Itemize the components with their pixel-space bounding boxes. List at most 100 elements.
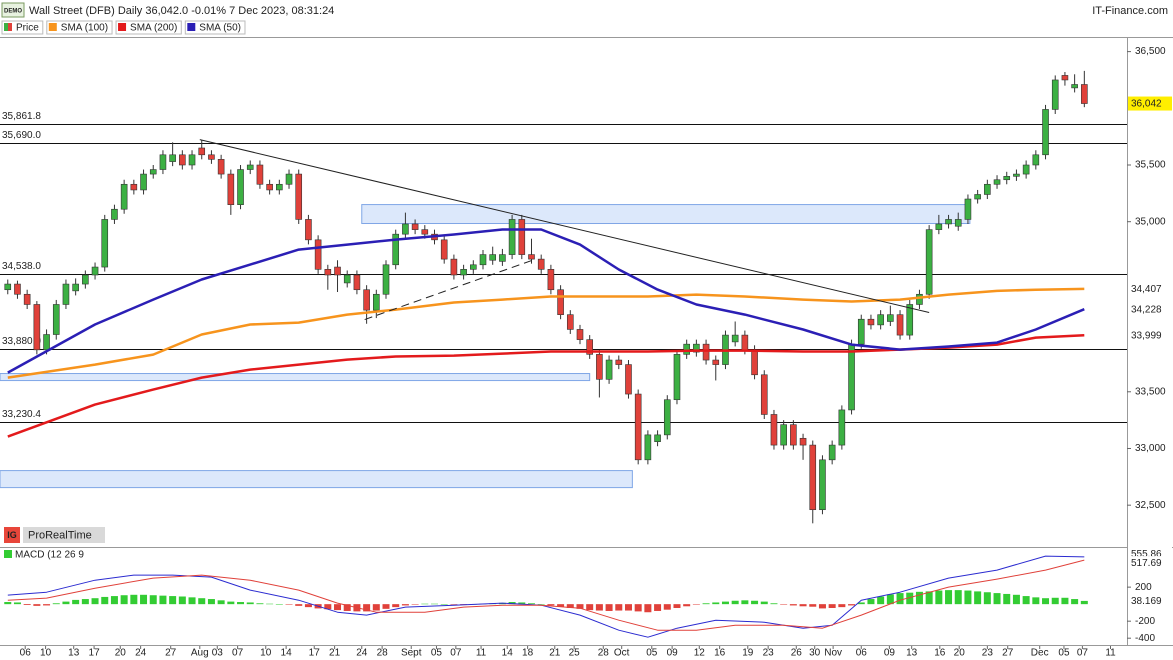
candle-body (741, 334, 749, 351)
level-label: 34,538.0 (2, 261, 41, 272)
candle-body (305, 219, 312, 241)
zone (0, 470, 633, 489)
candle-body (935, 223, 943, 230)
candle-body (237, 169, 244, 205)
legend-swatch (118, 23, 127, 31)
macd-tag: 555.86 (1131, 549, 1162, 560)
x-tick-label: 24 (356, 648, 368, 659)
candle-body (1042, 109, 1049, 156)
histogram-bar (91, 598, 99, 605)
brand: IT-Finance.com (1092, 5, 1168, 17)
level-label: 35,861.8 (2, 111, 41, 122)
candle-body (1071, 84, 1078, 89)
histogram-bar (372, 604, 380, 611)
candle-body (702, 343, 710, 361)
histogram-bar (547, 604, 555, 606)
candle-body (295, 173, 303, 220)
watermark: ProRealTime (28, 529, 92, 541)
candle-body (790, 424, 797, 446)
histogram-bar (605, 604, 613, 611)
x-tick-label: 20 (115, 648, 127, 659)
histogram-bar (169, 596, 177, 605)
histogram-bar (178, 596, 186, 605)
y-tick-label: 35,500 (1135, 160, 1166, 171)
y-tick-label: 200 (1135, 582, 1152, 593)
candle-body (450, 258, 458, 276)
candle-body (256, 164, 264, 185)
candle-body (82, 274, 89, 285)
histogram-bar (692, 604, 700, 605)
candle-body (169, 154, 176, 162)
x-tick-label: 10 (260, 648, 272, 659)
histogram-bar (1003, 593, 1011, 605)
trend-line (364, 259, 535, 321)
candle-body (605, 359, 613, 380)
histogram-bar (576, 604, 584, 609)
histogram-bar (110, 596, 118, 605)
legend-swatch (4, 550, 12, 558)
x-tick-label: 05 (431, 648, 443, 659)
y-tick-label: 36,500 (1135, 46, 1166, 57)
x-tick-label: 14 (502, 648, 514, 659)
y-tick-label: -200 (1135, 616, 1155, 627)
histogram-bar (101, 596, 109, 605)
candle-body (625, 364, 632, 395)
candle-body (499, 254, 506, 262)
candle-body (1061, 75, 1069, 81)
histogram-bar (4, 602, 12, 605)
histogram-bar (721, 601, 729, 605)
candle-body (72, 283, 79, 292)
candle-body (479, 254, 487, 266)
series-line (7, 559, 1085, 631)
histogram-tag: 38.169 (1131, 596, 1162, 607)
histogram-bar (33, 604, 41, 606)
candle-body (663, 399, 671, 436)
y-tick-label: -400 (1135, 633, 1155, 644)
histogram-bar (411, 604, 419, 605)
macd-tag: 517.69 (1131, 558, 1162, 569)
x-tick-label: 26 (791, 648, 803, 659)
candle-body (877, 314, 884, 326)
histogram-bar (974, 591, 982, 605)
histogram-bar (120, 595, 128, 605)
candle-body (596, 354, 603, 380)
candle-body (974, 194, 981, 200)
candle-body (615, 359, 623, 365)
x-tick-label: 19 (742, 648, 754, 659)
histogram-bar (877, 596, 885, 605)
histogram-bar (945, 590, 953, 605)
candle-body (712, 359, 720, 365)
histogram-bar (149, 595, 157, 605)
x-tick-label: 28 (377, 648, 389, 659)
histogram-bar (993, 593, 1001, 605)
histogram-bar (43, 604, 51, 606)
legend-label: SMA (200) (130, 23, 177, 34)
candle-body (23, 293, 31, 305)
sma-tag: 33,999 (1131, 330, 1162, 341)
histogram-bar (363, 604, 371, 612)
x-tick-label: 18 (522, 648, 534, 659)
legend-box (115, 20, 182, 35)
candle-body (33, 304, 41, 351)
legend-label: SMA (50) (199, 23, 241, 34)
histogram-bar (654, 604, 662, 611)
sma-tag-box (1128, 328, 1172, 343)
histogram-bar (440, 604, 448, 605)
x-tick-label: 21 (329, 648, 341, 659)
histogram-bar (285, 604, 293, 605)
candle-body (828, 444, 836, 461)
candle-body (518, 219, 526, 255)
histogram-bar (828, 604, 836, 608)
level-label-box (0, 128, 42, 142)
candle-body (1013, 173, 1020, 177)
histogram-bar (954, 590, 962, 605)
x-tick-label: Sept (401, 648, 422, 659)
candle-body (770, 414, 778, 446)
last-price-tag: 36,042 (1131, 99, 1162, 110)
sma-tag: 34,407 (1131, 284, 1162, 295)
candle-body (460, 269, 467, 276)
candle-body (1051, 79, 1059, 110)
